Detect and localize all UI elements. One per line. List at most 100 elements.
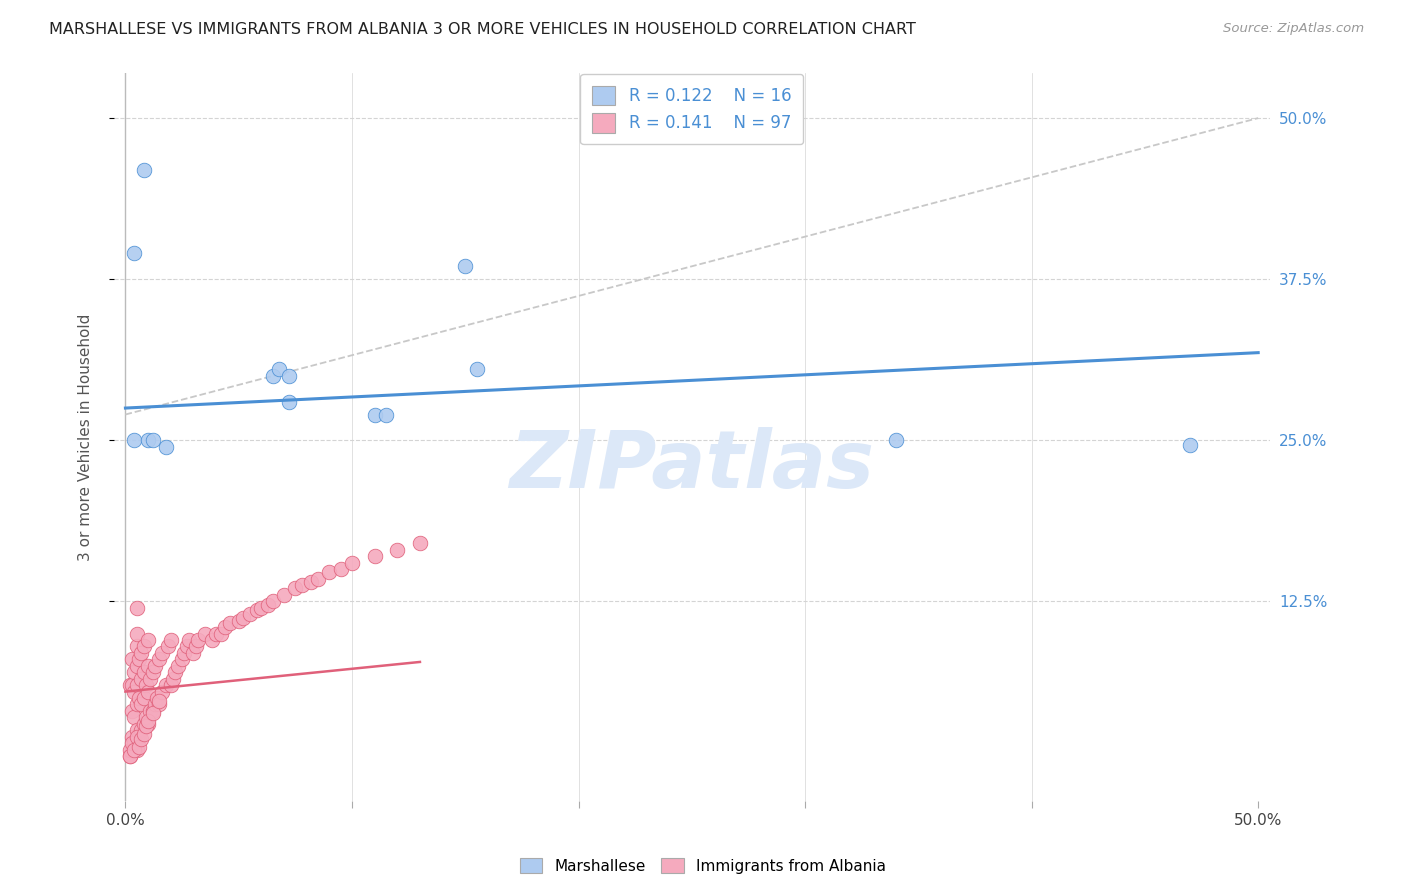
Point: [363, 549, 385, 564]
Point: [166, 658, 188, 673]
Point: [118, 678, 141, 692]
Point: [124, 736, 146, 750]
Point: [205, 626, 228, 640]
Point: [170, 652, 193, 666]
Legend: R = 0.122    N = 16, R = 0.141    N = 97: R = 0.122 N = 16, R = 0.141 N = 97: [581, 74, 803, 145]
Point: [176, 640, 198, 654]
Point: [148, 698, 170, 712]
Point: [246, 603, 269, 617]
Y-axis label: 3 or more Vehicles in Household: 3 or more Vehicles in Household: [79, 313, 93, 561]
Point: [132, 716, 155, 731]
Point: [142, 706, 165, 721]
Point: [307, 573, 329, 587]
Point: [124, 246, 146, 260]
Point: [139, 704, 162, 718]
Point: [135, 719, 157, 733]
Point: [148, 693, 170, 707]
Point: [194, 626, 217, 640]
Point: [132, 665, 155, 680]
Point: [250, 600, 273, 615]
Point: [125, 600, 148, 615]
Point: [228, 614, 250, 628]
Point: [128, 652, 150, 666]
Point: [257, 599, 280, 613]
Point: [143, 658, 166, 673]
Point: [125, 698, 148, 712]
Point: [387, 542, 409, 557]
Point: [142, 704, 165, 718]
Legend: Marshallese, Immigrants from Albania: Marshallese, Immigrants from Albania: [513, 852, 893, 880]
Point: [159, 633, 181, 648]
Point: [125, 678, 148, 692]
Point: [143, 698, 166, 712]
Text: ZIPatlas: ZIPatlas: [509, 427, 875, 505]
Point: [148, 652, 170, 666]
Point: [142, 434, 165, 448]
Point: [183, 646, 205, 660]
Point: [340, 556, 363, 570]
Point: [128, 739, 150, 754]
Point: [187, 633, 209, 648]
Point: [142, 665, 165, 680]
Point: [139, 672, 162, 686]
Point: [465, 362, 488, 376]
Point: [177, 633, 200, 648]
Point: [136, 434, 159, 448]
Point: [124, 434, 146, 448]
Point: [129, 646, 152, 660]
Point: [318, 565, 340, 579]
Point: [124, 710, 146, 724]
Point: [277, 368, 299, 383]
Point: [262, 594, 284, 608]
Point: [136, 633, 159, 648]
Point: [129, 723, 152, 738]
Point: [218, 616, 240, 631]
Point: [200, 633, 222, 648]
Point: [291, 577, 314, 591]
Point: [214, 620, 236, 634]
Point: [121, 678, 143, 692]
Point: [273, 588, 295, 602]
Point: [269, 362, 291, 376]
Point: [132, 727, 155, 741]
Point: [125, 730, 148, 744]
Point: [159, 678, 181, 692]
Point: [121, 704, 143, 718]
Point: [150, 684, 173, 698]
Point: [136, 658, 159, 673]
Point: [128, 730, 150, 744]
Point: [284, 582, 307, 596]
Point: [135, 678, 157, 692]
Point: [136, 714, 159, 729]
Point: [157, 640, 180, 654]
Point: [129, 732, 152, 747]
Point: [409, 536, 432, 550]
Point: [125, 658, 148, 673]
Point: [121, 652, 143, 666]
Point: [136, 684, 159, 698]
Point: [124, 684, 146, 698]
Point: [135, 710, 157, 724]
Point: [173, 646, 195, 660]
Point: [129, 672, 152, 686]
Point: [1180, 438, 1202, 452]
Point: [363, 408, 385, 422]
Point: [884, 434, 907, 448]
Point: [121, 730, 143, 744]
Point: [129, 698, 152, 712]
Point: [277, 394, 299, 409]
Point: [125, 723, 148, 738]
Point: [209, 626, 232, 640]
Point: [118, 749, 141, 764]
Point: [299, 575, 322, 590]
Text: MARSHALLESE VS IMMIGRANTS FROM ALBANIA 3 OR MORE VEHICLES IN HOUSEHOLD CORRELATI: MARSHALLESE VS IMMIGRANTS FROM ALBANIA 3…: [49, 22, 917, 37]
Point: [232, 611, 254, 625]
Point: [150, 646, 173, 660]
Point: [329, 562, 352, 576]
Point: [146, 691, 169, 706]
Point: [136, 716, 159, 731]
Point: [162, 672, 184, 686]
Point: [128, 691, 150, 706]
Point: [132, 691, 155, 706]
Point: [132, 640, 155, 654]
